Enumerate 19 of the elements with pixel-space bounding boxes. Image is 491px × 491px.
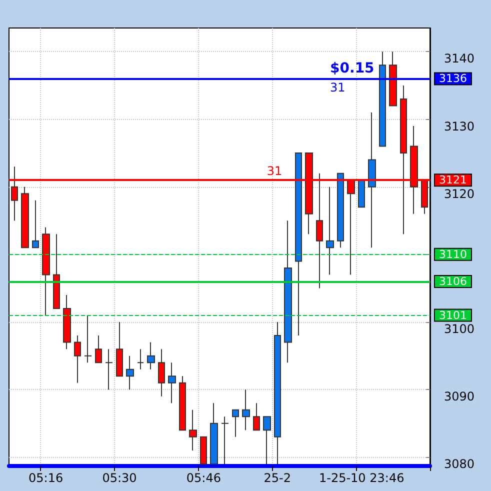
x-tick-label: 05:30 [102, 471, 137, 485]
x-tick-label: 1-25-10 23:46 [318, 471, 404, 485]
y-tick-label: 3080 [444, 457, 475, 472]
annotation: $0.15 [330, 60, 374, 77]
x-tick-label: 05:46 [186, 471, 222, 485]
annotation: 31 [266, 164, 282, 178]
y-tick-label: 3120 [444, 186, 475, 201]
y-tick-label: 3090 [444, 390, 475, 404]
y-tick-label: 3100 [444, 322, 475, 336]
annotation: 31 [330, 80, 346, 95]
x-tick-label: 05:16 [28, 471, 64, 485]
ref-line-label: 3136 [439, 72, 467, 86]
ref-line-label: 3106 [439, 274, 467, 288]
ref-line-label: 3121 [439, 174, 467, 187]
y-tick-label: 3130 [444, 119, 475, 134]
ref-line-label: 3110 [439, 248, 467, 261]
x-tick-label: 25-2 [264, 471, 292, 485]
ref-line-label: 3101 [439, 308, 467, 322]
y-tick-label: 3140 [444, 52, 475, 66]
